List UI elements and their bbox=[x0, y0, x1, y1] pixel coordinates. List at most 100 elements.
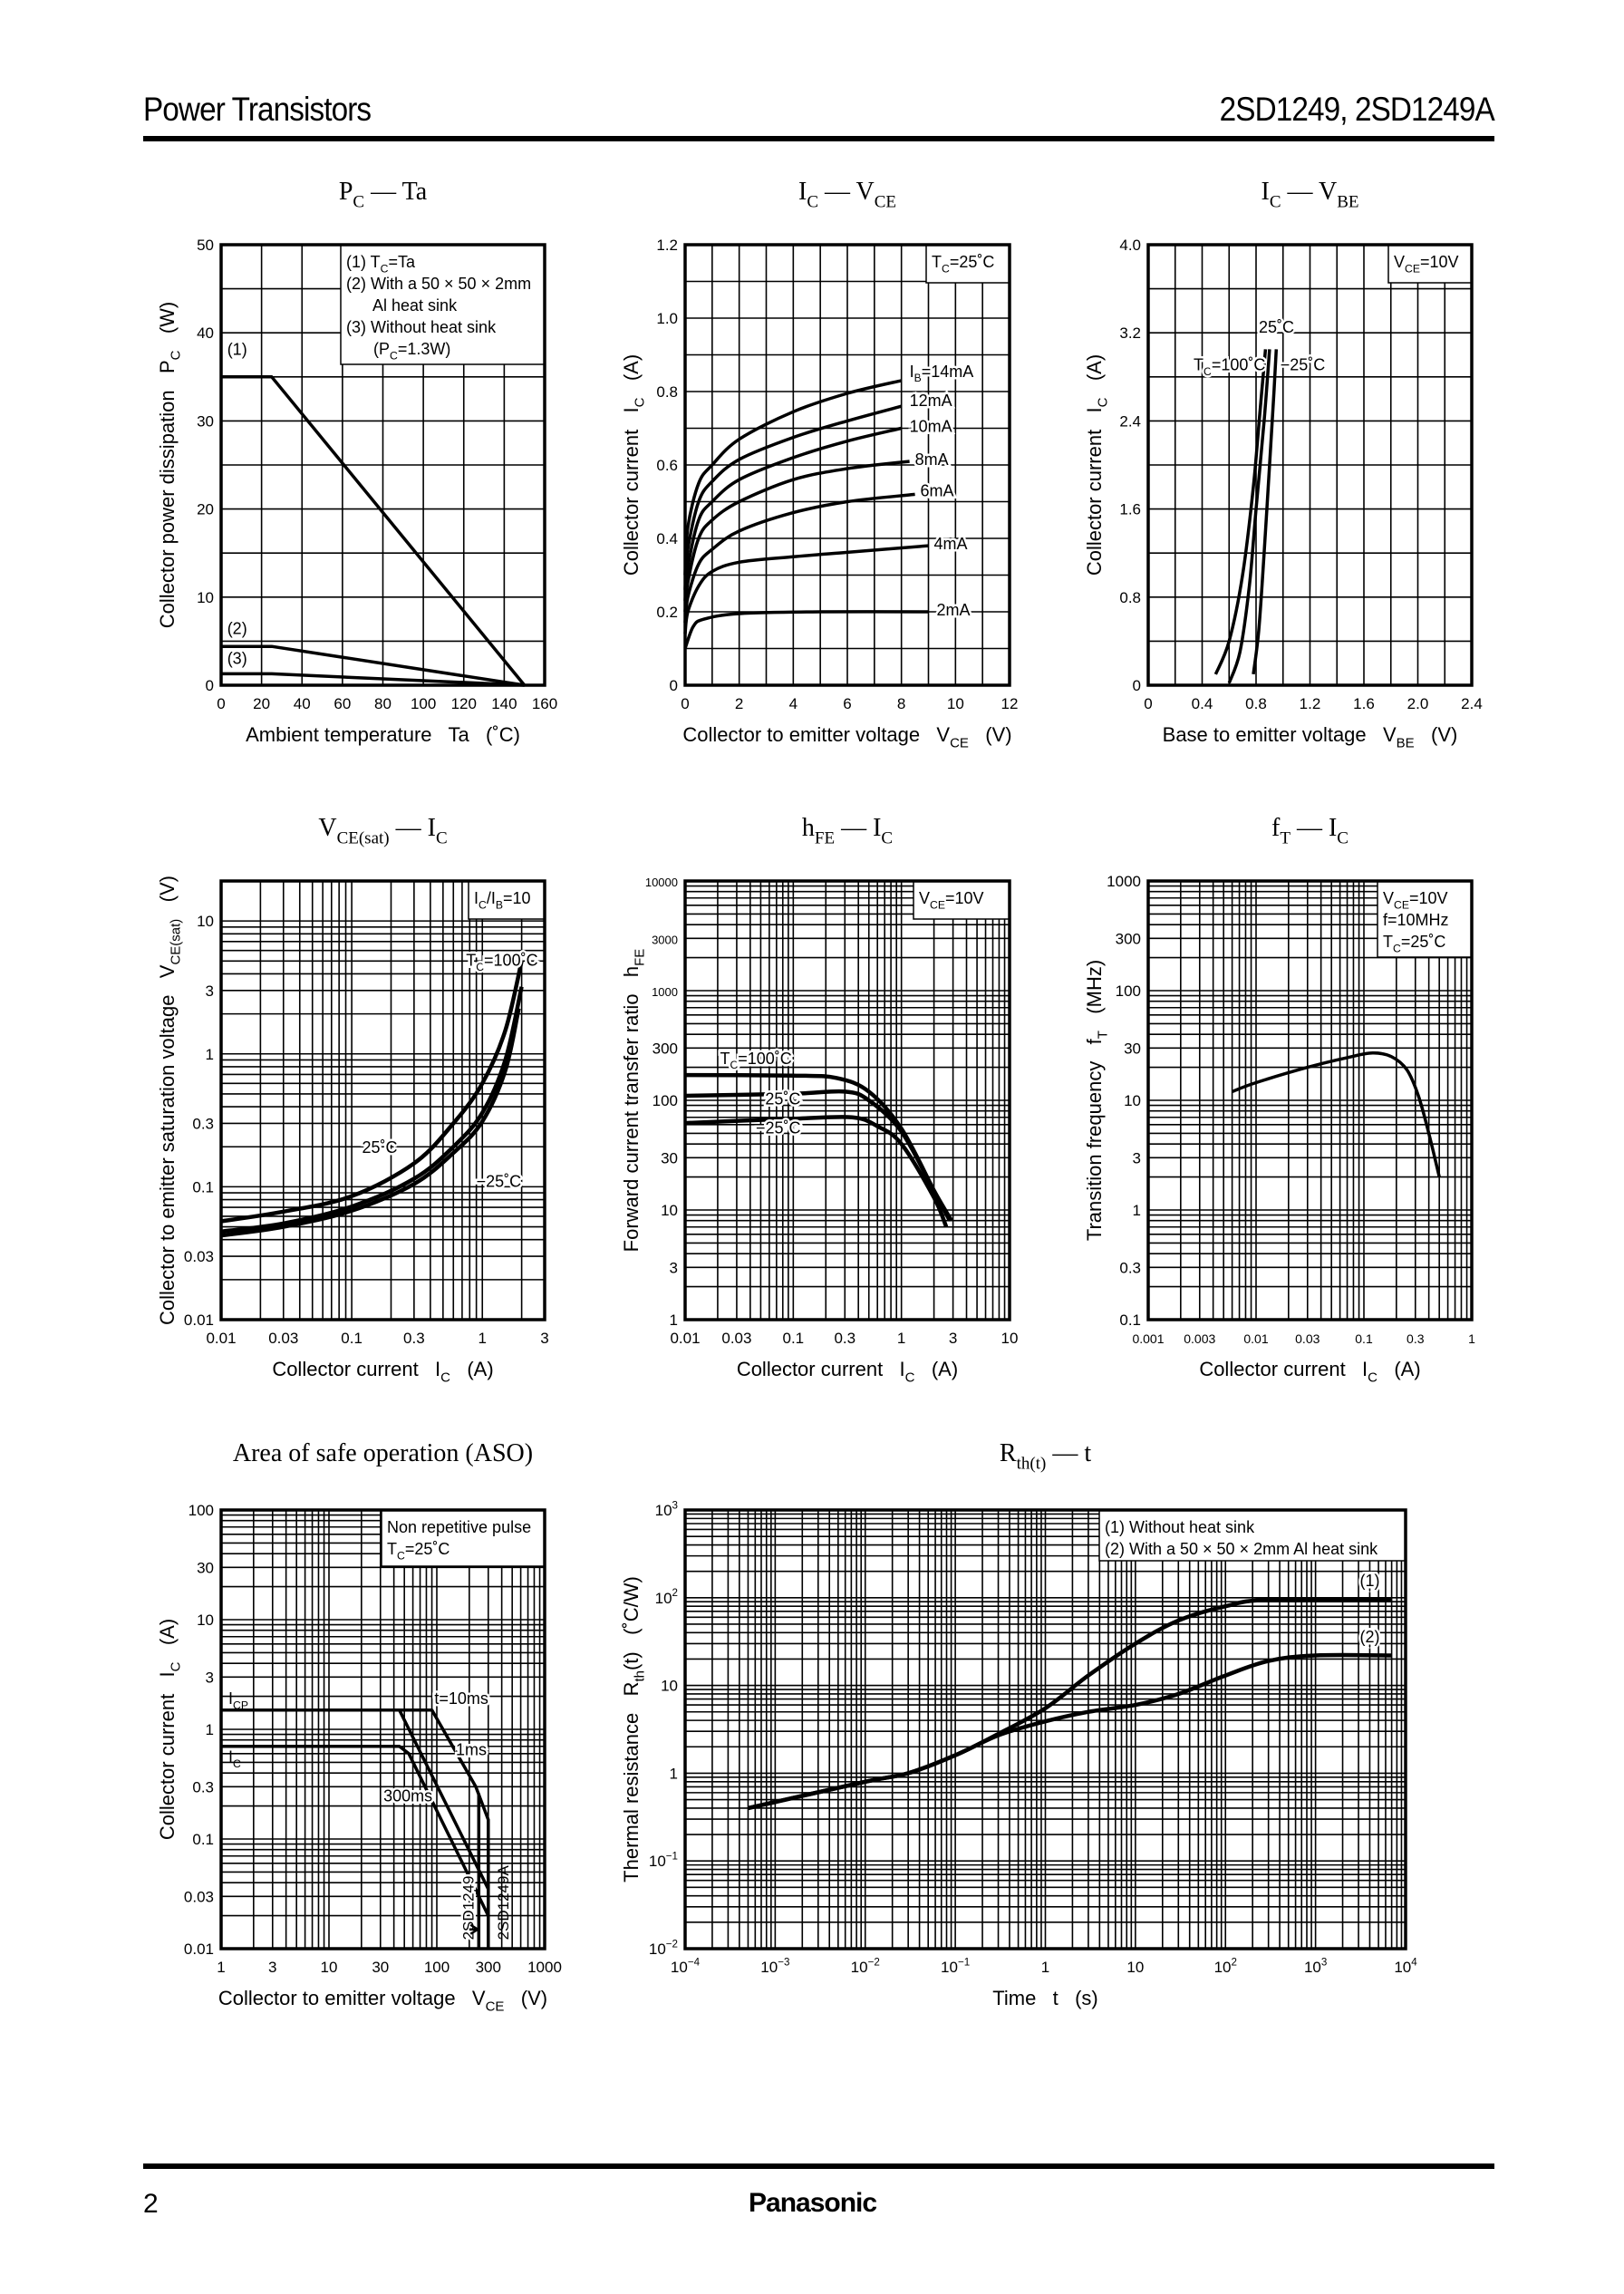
x-tick-label: 0.03 bbox=[1295, 1331, 1320, 1346]
y-tick-label: 103 bbox=[655, 1499, 678, 1519]
label-subscript: BE bbox=[1337, 192, 1358, 211]
y-tick-label: 0.03 bbox=[184, 1248, 214, 1265]
label-segment: (2) With a 50 × 50 × 2mm Al heat sink bbox=[1105, 1540, 1378, 1558]
label-segment: (MHz) bbox=[1083, 960, 1106, 1031]
label-segment: V bbox=[318, 814, 336, 842]
y-tick-label: 10 bbox=[1124, 1092, 1141, 1109]
annotation-2sd1249a: 2SD1249A bbox=[495, 1865, 512, 1941]
y-tick-label: 0.1 bbox=[192, 1178, 214, 1195]
x-tick-label: 1 bbox=[1468, 1331, 1475, 1346]
y-tick-label: 0 bbox=[206, 677, 214, 694]
grid bbox=[221, 881, 545, 1320]
legend-entry: VCE=10V bbox=[919, 889, 984, 911]
label-segment: 2mA bbox=[936, 601, 970, 619]
series-label: (1) bbox=[227, 341, 247, 359]
y-tick-label: 100 bbox=[188, 1502, 214, 1519]
label-segment: — V bbox=[818, 178, 875, 206]
label-segment: =10V bbox=[945, 889, 984, 907]
y-tick-label: 1 bbox=[1133, 1202, 1141, 1219]
y-tick-label: 1.6 bbox=[1119, 501, 1141, 518]
y-tick-label: 0.2 bbox=[656, 604, 678, 621]
label-segment: Forward current transfer ratio h bbox=[620, 966, 643, 1252]
label-segment: =25˚C bbox=[950, 253, 995, 271]
chart-title: IC — VCE bbox=[798, 178, 896, 211]
plot-frame bbox=[683, 879, 1011, 1321]
x-tick-label: 20 bbox=[253, 695, 270, 712]
label-segment: 10 bbox=[1304, 1959, 1321, 1976]
chart-title: fT — IC bbox=[1271, 814, 1348, 847]
y-tick-label: 102 bbox=[655, 1587, 678, 1607]
label-segment: =25˚C bbox=[1401, 933, 1446, 951]
label-subscript: C bbox=[390, 349, 398, 362]
y-tick-label: 0.3 bbox=[192, 1778, 214, 1796]
series-label: 12mA bbox=[910, 392, 952, 410]
label-subscript: C bbox=[1204, 365, 1212, 378]
series-curve-1 bbox=[748, 1652, 1392, 1811]
label-subscript: T bbox=[1280, 828, 1290, 847]
y-tick-label: 10 bbox=[197, 589, 214, 606]
y-tick-label: 1.0 bbox=[656, 310, 678, 327]
chart-title: hFE — IC bbox=[802, 814, 893, 847]
label-segment: 10 bbox=[671, 1959, 688, 1976]
y-axis-label: Thermal resistance Rth(t) (˚C/W) bbox=[620, 1576, 648, 1883]
y-tick-label: 0 bbox=[670, 677, 678, 694]
label-segment: 12mA bbox=[910, 392, 952, 410]
label-subscript: T bbox=[1096, 1031, 1111, 1039]
label-segment: 10 bbox=[649, 1853, 666, 1870]
series-curve-1 bbox=[220, 986, 524, 1234]
legend-box bbox=[1098, 1509, 1406, 1562]
x-tick-label: 0.01 bbox=[206, 1330, 236, 1347]
x-tick-label: 8 bbox=[897, 695, 905, 712]
x-tick-label: 10 bbox=[947, 695, 964, 712]
label-subscript: C bbox=[942, 262, 950, 275]
label-subscript: CE bbox=[875, 192, 896, 211]
legend-entry: (2) With a 50 × 50 × 2mm Al heat sink bbox=[1105, 1540, 1378, 1558]
y-tick-label: 10 bbox=[197, 913, 214, 930]
grid bbox=[685, 1510, 1406, 1949]
plot-frame bbox=[219, 879, 546, 1321]
label-segment: I bbox=[228, 1689, 233, 1708]
label-segment: 10 bbox=[760, 1959, 778, 1976]
x-tick-label: 1 bbox=[217, 1959, 225, 1976]
x-tick-label: 0.3 bbox=[403, 1330, 425, 1347]
label-subscript: C bbox=[476, 961, 484, 973]
header-rule bbox=[143, 136, 1494, 141]
label-subscript: CE bbox=[1405, 262, 1420, 275]
series-curve-1 bbox=[684, 1089, 953, 1222]
legend-entry: TC=25˚C bbox=[387, 1540, 450, 1562]
label-segment: =10V bbox=[1409, 889, 1448, 907]
legend-entry: VCE=10V bbox=[1383, 889, 1448, 911]
label-supscript: −3 bbox=[778, 1956, 789, 1968]
series-label: 6mA bbox=[921, 481, 954, 499]
label-segment: Ambient temperature Ta (˚C) bbox=[246, 723, 520, 746]
series-label: TC=100˚C bbox=[1194, 356, 1265, 378]
label-segment: Collector current I bbox=[156, 1671, 179, 1840]
label-segment: V bbox=[1394, 253, 1405, 271]
series-curve-2 bbox=[221, 1744, 490, 1917]
label-segment: T bbox=[1383, 933, 1393, 951]
label-segment: T bbox=[387, 1540, 397, 1558]
label-segment: Collector current I bbox=[1083, 407, 1106, 576]
y-tick-label: 10000 bbox=[645, 876, 678, 889]
y-tick-label: 0.1 bbox=[192, 1831, 214, 1848]
x-tick-label: 1 bbox=[897, 1330, 905, 1347]
legend-entry: (1) TC=Ta bbox=[346, 253, 416, 275]
label-segment: 2SD1249A bbox=[495, 1865, 512, 1941]
series-label: TC=100˚C bbox=[466, 952, 537, 973]
header-section-title: Power Transistors bbox=[143, 91, 372, 128]
chart-title: Rth(t) — t bbox=[1000, 1439, 1091, 1473]
series-curve-0 bbox=[1213, 349, 1268, 675]
label-segment: (A) bbox=[620, 354, 643, 398]
label-segment: Transition frequency f bbox=[1083, 1038, 1106, 1241]
y-tick-label: 50 bbox=[197, 237, 214, 254]
label-segment: (t) (˚C/W) bbox=[620, 1576, 643, 1670]
x-tick-label: 10 bbox=[1126, 1959, 1144, 1976]
x-tick-label: 0.003 bbox=[1184, 1331, 1215, 1346]
y-tick-label: 0.1 bbox=[1119, 1312, 1141, 1329]
x-tick-label: 1000 bbox=[527, 1959, 562, 1976]
y-axis-label: Collector current IC (A) bbox=[620, 354, 648, 576]
x-tick-label: 0.001 bbox=[1132, 1331, 1164, 1346]
x-tick-label: 1 bbox=[478, 1330, 487, 1347]
label-segment: 10 bbox=[851, 1959, 868, 1976]
